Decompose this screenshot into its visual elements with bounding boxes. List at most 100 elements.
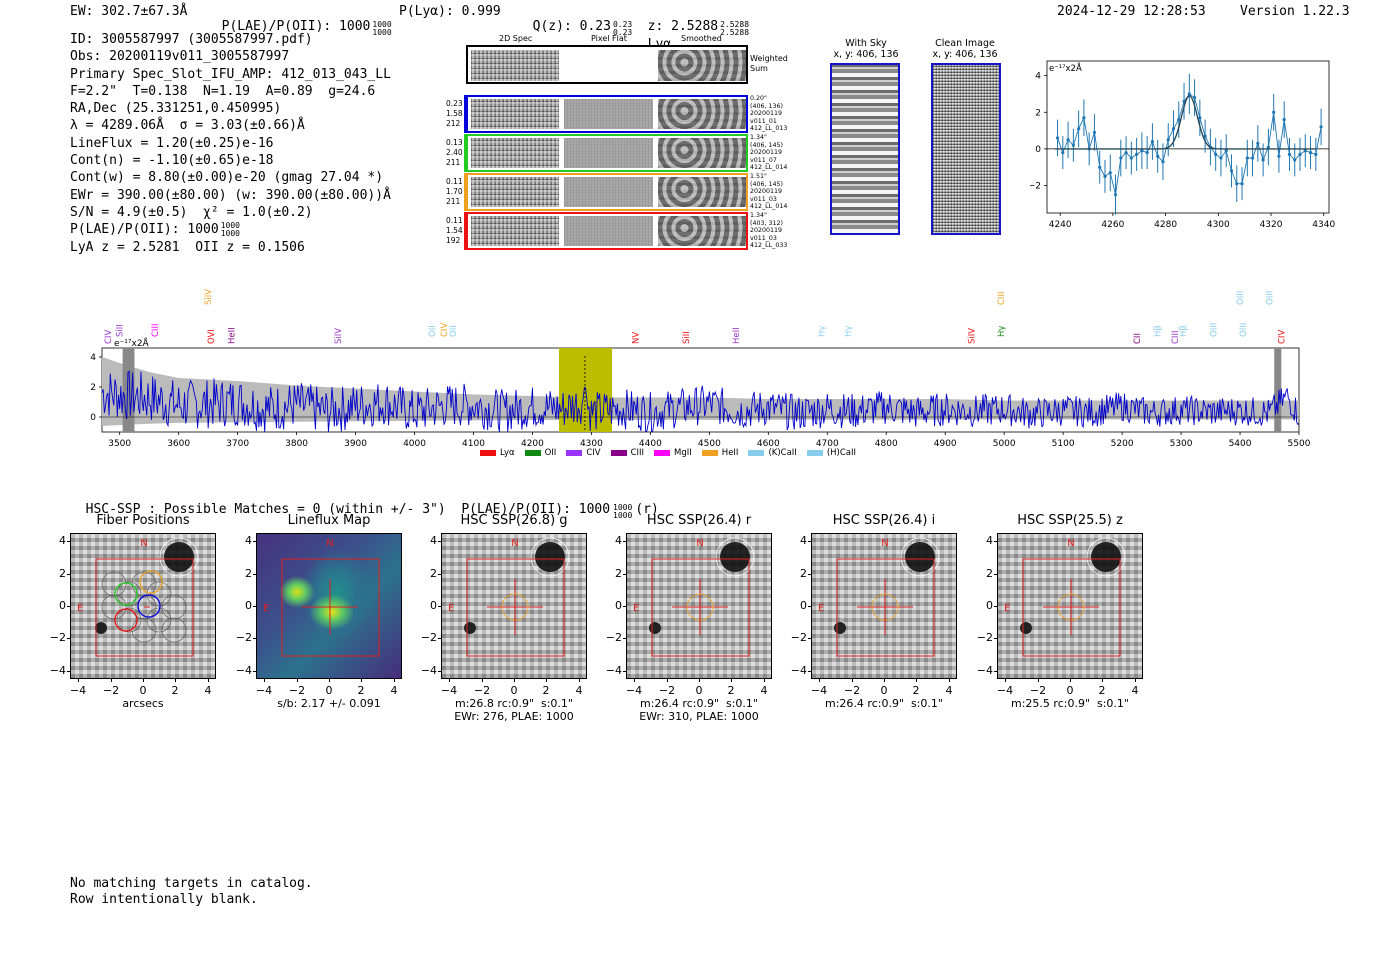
spec2d-row-stat: 2.40 <box>446 148 463 157</box>
hsc-panel-caption: m:26.8 rc:0.9" s:0.1" <box>455 697 573 710</box>
hsc-panel-title: HSC SSP(26.4) r <box>646 513 752 528</box>
hsc-xtick <box>329 679 330 682</box>
spec2d-row-colorbar <box>464 95 467 133</box>
spectrum-line-label: Hγ <box>844 326 854 337</box>
hsc-ytick-label: −2 <box>420 631 437 644</box>
spectrum-line-label: SiIV <box>204 289 214 305</box>
east-label: E <box>818 603 824 614</box>
fiber-position <box>146 581 172 607</box>
header-version: Version 1.22.3 <box>1240 4 1350 19</box>
spec2d-row-stat: 0.11 <box>446 216 463 225</box>
spec2d-row-colorbar <box>464 134 467 172</box>
spec2d-row-info-line: 412_LL_013 <box>750 125 788 133</box>
spectrum-legend-item: MgII <box>654 447 692 459</box>
fiber-position <box>116 607 142 633</box>
hsc-ytick <box>994 574 997 575</box>
info-lambda: λ = 4289.06Å σ = 3.03(±0.66)Å <box>70 118 305 134</box>
spectrum-legend-swatch <box>480 450 496 456</box>
line-fit-ylabel: e⁻¹⁷x2Å <box>1049 62 1082 74</box>
spectrum-line-label: OII <box>428 325 438 337</box>
hsc-ytick <box>994 671 997 672</box>
info-plae-hi: 1000 <box>220 221 240 231</box>
spectrum-line-label: Hγ <box>997 326 1007 337</box>
spectrum-legend-swatch <box>524 450 541 456</box>
hsc-ytick <box>438 671 441 672</box>
hsc-panel-caption: m:26.4 rc:0.9" s:0.1" <box>640 697 758 710</box>
header-qz-lo: 0.23 <box>612 28 633 37</box>
spectrum-line-label: OIII <box>1210 323 1220 337</box>
spec2d-row-info-line: 20200119 <box>750 227 783 235</box>
header-plya: P(Lyα): 0.999 <box>399 4 501 19</box>
hsc-xtick <box>394 679 395 682</box>
spectrum-line-label: CIV <box>104 330 114 344</box>
spec2d-row: 0.13 2.40 211 1.34" (406, 145) 20200119 v011_0… <box>446 134 806 174</box>
hsc-ytick-label: 0 <box>245 599 252 612</box>
spec2d-row-stat: 0.11 <box>446 177 463 186</box>
spec2d-row-2dspec <box>471 216 559 246</box>
spectrum-ylabel: e⁻¹⁷x2Å <box>114 337 150 349</box>
hsc-ytick-label: 0 <box>800 599 807 612</box>
hsc-ytick-label: −4 <box>420 664 437 677</box>
hsc-ytick <box>438 574 441 575</box>
hsc-ytick-label: 4 <box>59 534 66 547</box>
spec2d-row-stat: 0.13 <box>446 138 463 147</box>
hsc-ytick <box>438 541 441 542</box>
spectrum-legend-label: CIII <box>630 448 645 458</box>
hsc-ytick <box>623 638 626 639</box>
hsc-xtick <box>884 679 885 682</box>
hsc-ytick <box>438 638 441 639</box>
spec2d-row-info: 0.20" (406, 136) 20200119 v011_01 412_LL_013 <box>750 95 787 133</box>
hsc-ytick <box>67 606 70 607</box>
header-qz-hi: 0.23 <box>612 20 633 29</box>
line-fit-ytick-label: 0 <box>1035 145 1041 155</box>
north-label: N <box>511 538 518 549</box>
hsc-panel-overlay: NE <box>448 537 570 657</box>
weighted-sum-label: Weighted Sum <box>750 54 788 73</box>
hsc-xtick-label: −4 <box>69 684 87 697</box>
hsc-xtick <box>1005 679 1006 682</box>
hsc-panel: HSC SSP(25.5) z N E 4 2 0 −2 −4 −4 −2 0 2 4 m:25.5 rc… <box>977 512 1177 727</box>
hsc-bright-source <box>164 542 194 572</box>
spectrum-line-label: Hβ <box>1179 325 1189 337</box>
hsc-aperture <box>501 593 529 621</box>
spectrum-xtick-label: 3800 <box>285 439 308 449</box>
hsc-ytick <box>994 606 997 607</box>
header-plae-lo: 1000 <box>372 28 392 37</box>
spec2d-row-pixelflat <box>564 99 653 129</box>
fiber-position <box>116 581 142 607</box>
spec2d-row-info-line: v011_03 <box>750 234 777 242</box>
spec2d-row-box <box>466 212 748 250</box>
hsc-xtick-label: −4 <box>440 684 458 697</box>
spec2d-row-info-line: 1.51" <box>750 173 767 180</box>
spec2d-row-2dspec <box>471 138 559 168</box>
header-z-hi: 2.5288 <box>720 20 750 29</box>
hsc-ytick <box>67 671 70 672</box>
spec2d-row-info-line: 20200119 <box>750 188 783 196</box>
spectrum-line-label: SiII <box>682 331 692 344</box>
fiber-position <box>146 607 172 633</box>
spectrum-legend-label: CIV <box>586 448 601 458</box>
spectrum-ytick-label: 2 <box>90 383 96 393</box>
spectrum-legend-label: Lyα <box>500 448 515 458</box>
spec2d-row-info-line: 0.20" <box>750 95 767 102</box>
spec2d-row: 0.11 1.54 192 1.34" (403, 312) 20200119 v011_0… <box>446 212 806 252</box>
hsc-ytick <box>994 541 997 542</box>
hsc-xtick-label: 2 <box>912 684 920 697</box>
line-fit-xtick-label: 4340 <box>1312 220 1335 230</box>
footer-line1: No matching targets in catalog. <box>70 876 313 891</box>
spec2d-row-stat: 192 <box>446 236 461 245</box>
hsc-xtick-label: 4 <box>204 684 212 697</box>
hsc-panel-caption: s/b: 2.17 +/- 0.091 <box>277 697 381 710</box>
spec2d-row-stat: 212 <box>446 119 461 128</box>
hsc-ytick <box>808 574 811 575</box>
hsc-xtick-label: 4 <box>760 684 768 697</box>
info-cont-w: Cont(w) = 8.80(±0.00)e-20 (gmag 27.04 *) <box>70 170 384 186</box>
spectrum-legend-label: (K)CaII <box>768 448 797 458</box>
hsc-panel: HSC SSP(26.4) r N E 4 2 0 −2 −4 −4 −2 0 2 4 m:26.4 rc… <box>606 512 806 727</box>
spectrum-masked-region <box>1274 348 1282 432</box>
spec2d-row-info-line: (406, 145) <box>750 141 783 149</box>
hsc-xtick <box>1070 679 1071 682</box>
